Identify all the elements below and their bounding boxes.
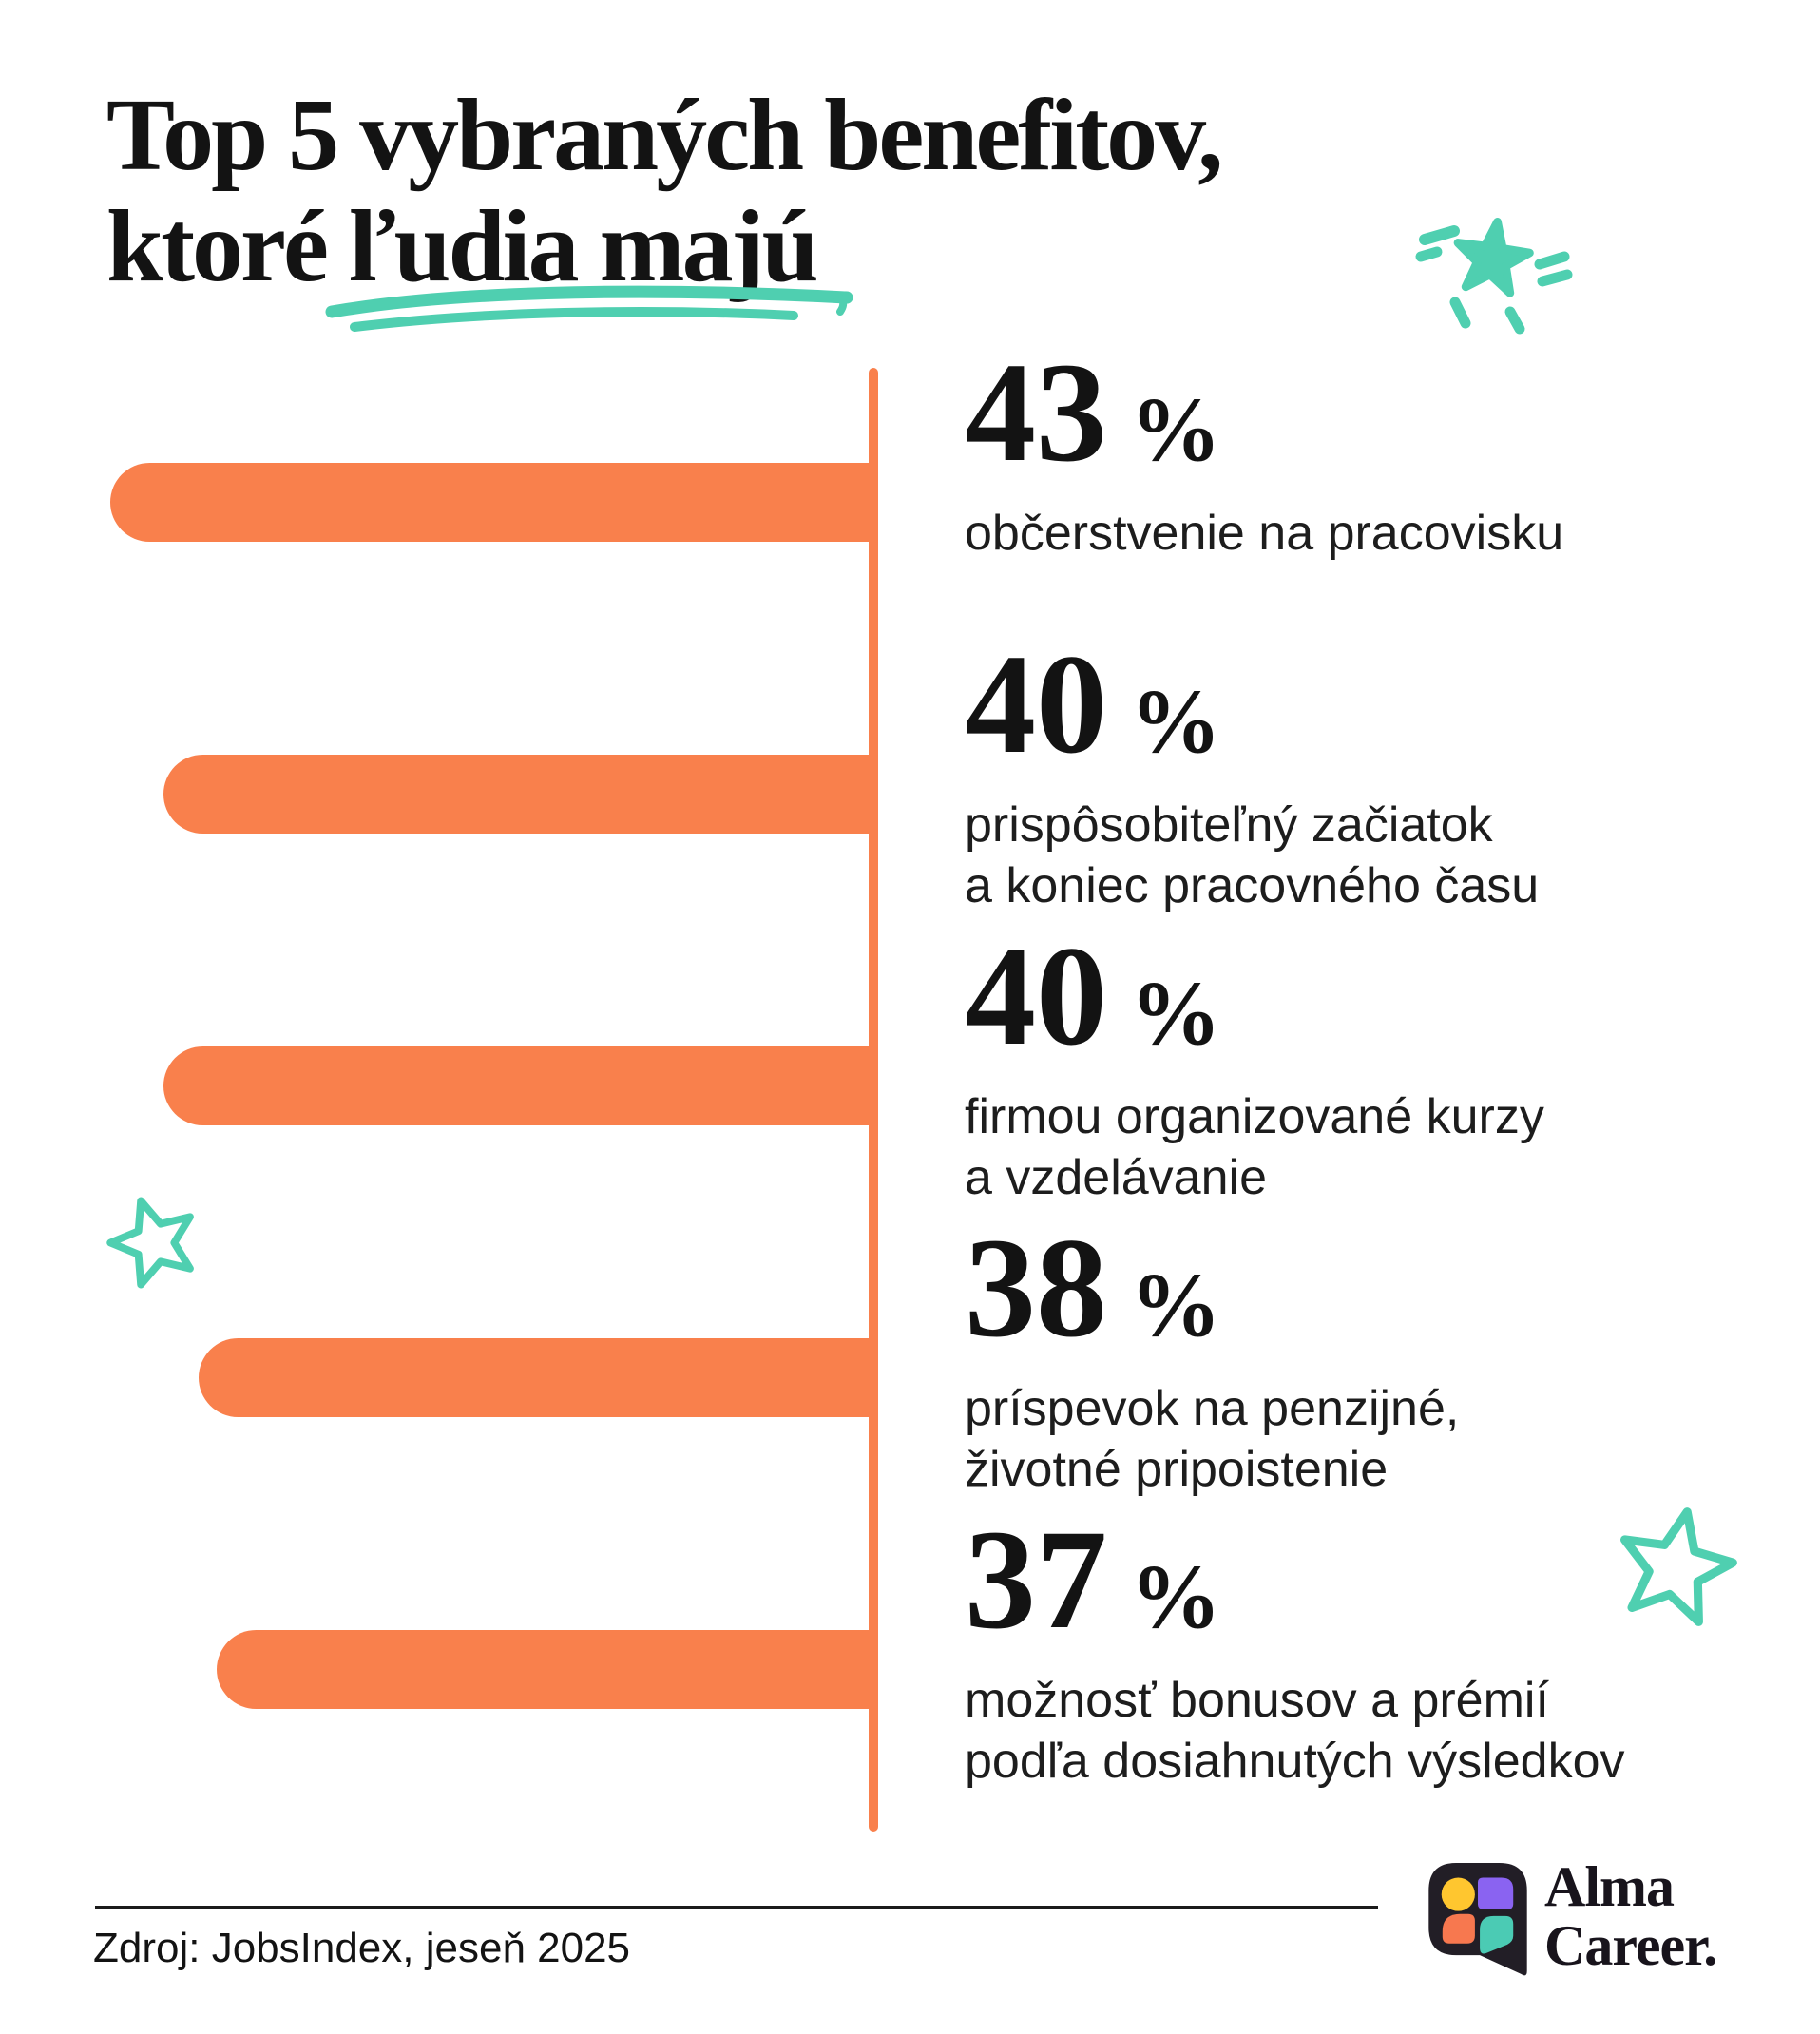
benefit-label-line1: občerstvenie na pracovisku bbox=[965, 506, 1564, 561]
benefit-label-3: firmou organizované kurzy a vzdelávanie bbox=[965, 1086, 1544, 1208]
benefit-row-4: 38% príspevok na penzijné, životné pripo… bbox=[0, 1217, 1820, 1497]
percent-value: 37 bbox=[965, 1501, 1107, 1659]
percent-value: 38 bbox=[965, 1209, 1107, 1367]
benefit-percent-2: 40% bbox=[965, 633, 1221, 793]
percent-symbol: % bbox=[1130, 378, 1221, 480]
percent-symbol: % bbox=[1130, 1254, 1221, 1355]
benefit-percent-4: 38% bbox=[965, 1217, 1221, 1376]
benefit-bar-3 bbox=[163, 1046, 874, 1125]
outline-star-icon bbox=[1619, 1507, 1737, 1626]
benefit-bar-4 bbox=[199, 1338, 874, 1417]
benefit-row-2: 40% prispôsobiteľný začiatok a koniec pr… bbox=[0, 633, 1820, 913]
benefit-label-line2: a vzdelávanie bbox=[965, 1150, 1267, 1205]
benefit-label-line2: životné pripoistenie bbox=[965, 1442, 1389, 1497]
benefit-label-line1: príspevok na penzijné, bbox=[965, 1381, 1460, 1436]
benefit-percent-5: 37% bbox=[965, 1508, 1221, 1668]
wordmark-line1: Alma bbox=[1544, 1855, 1675, 1918]
benefit-percent-1: 43% bbox=[965, 341, 1221, 501]
benefit-percent-3: 40% bbox=[965, 925, 1221, 1084]
percent-value: 40 bbox=[965, 917, 1107, 1075]
benefit-label-1: občerstvenie na pracovisku bbox=[965, 503, 1563, 564]
chart-axis-line bbox=[869, 368, 878, 1832]
benefit-row-5: 37% možnosť bonusov a prémií podľa dosia… bbox=[0, 1508, 1820, 1789]
page-title-line1: Top 5 vybraných benefitov, bbox=[106, 79, 1223, 192]
benefit-bar-2 bbox=[163, 755, 874, 834]
benefit-label-line1: firmou organizované kurzy bbox=[965, 1089, 1544, 1144]
benefit-label-line1: prispôsobiteľný začiatok bbox=[965, 797, 1493, 853]
benefit-row-1: 43% občerstvenie na pracovisku bbox=[0, 341, 1820, 561]
sparkle-star-icon bbox=[1415, 217, 1573, 335]
benefit-bar-5 bbox=[217, 1630, 874, 1709]
percent-value: 43 bbox=[965, 334, 1107, 491]
outline-star-icon bbox=[106, 1197, 194, 1289]
page-title: Top 5 vybraných benefitov, ktoré ľudia m… bbox=[106, 79, 1223, 303]
benefit-label-4: príspevok na penzijné, životné pripoiste… bbox=[965, 1378, 1459, 1500]
alma-career-logo: Alma Career. bbox=[1428, 1857, 1820, 1986]
source-note: Zdroj: JobsIndex, jeseň 2025 bbox=[93, 1925, 631, 1971]
benefit-label-line1: možnosť bonusov a prémií bbox=[965, 1673, 1549, 1728]
benefit-label-line2: a koniec pracovného času bbox=[965, 858, 1540, 913]
page-title-line2: ktoré ľudia majú bbox=[106, 190, 819, 303]
benefit-row-3: 40% firmou organizované kurzy a vzdeláva… bbox=[0, 925, 1820, 1205]
percent-symbol: % bbox=[1130, 1545, 1221, 1647]
footer-divider bbox=[95, 1906, 1378, 1909]
benefit-label-2: prispôsobiteľný začiatok a koniec pracov… bbox=[965, 795, 1539, 916]
benefit-label-line2: podľa dosiahnutých výsledkov bbox=[965, 1734, 1625, 1789]
marker-underline-icon bbox=[325, 285, 853, 332]
percent-value: 40 bbox=[965, 625, 1107, 783]
benefit-bar-1 bbox=[110, 463, 874, 542]
percent-symbol: % bbox=[1130, 962, 1221, 1064]
alma-career-wordmark: Alma Career. bbox=[1544, 1855, 1717, 1977]
wordmark-line2: Career. bbox=[1544, 1914, 1717, 1977]
alma-career-logo-icon bbox=[1428, 1863, 1527, 1976]
benefit-label-5: možnosť bonusov a prémií podľa dosiahnut… bbox=[965, 1670, 1624, 1792]
percent-symbol: % bbox=[1130, 670, 1221, 772]
